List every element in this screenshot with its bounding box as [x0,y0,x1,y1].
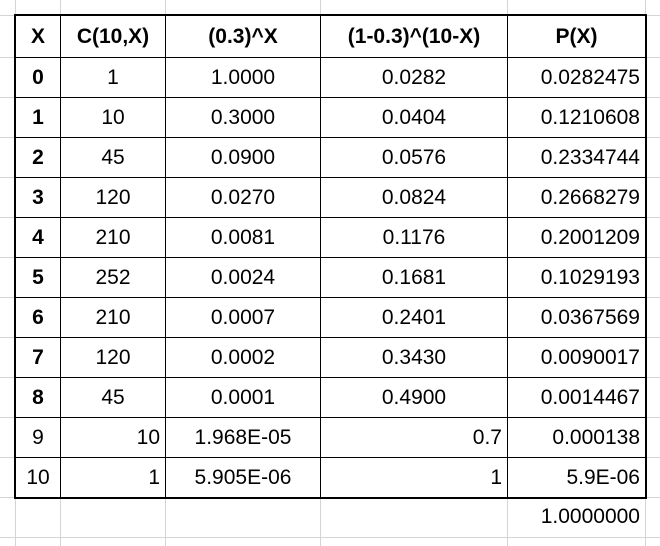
gridline [0,537,660,538]
table-border [14,14,647,499]
total-cell: 1.0000000 [540,505,640,528]
